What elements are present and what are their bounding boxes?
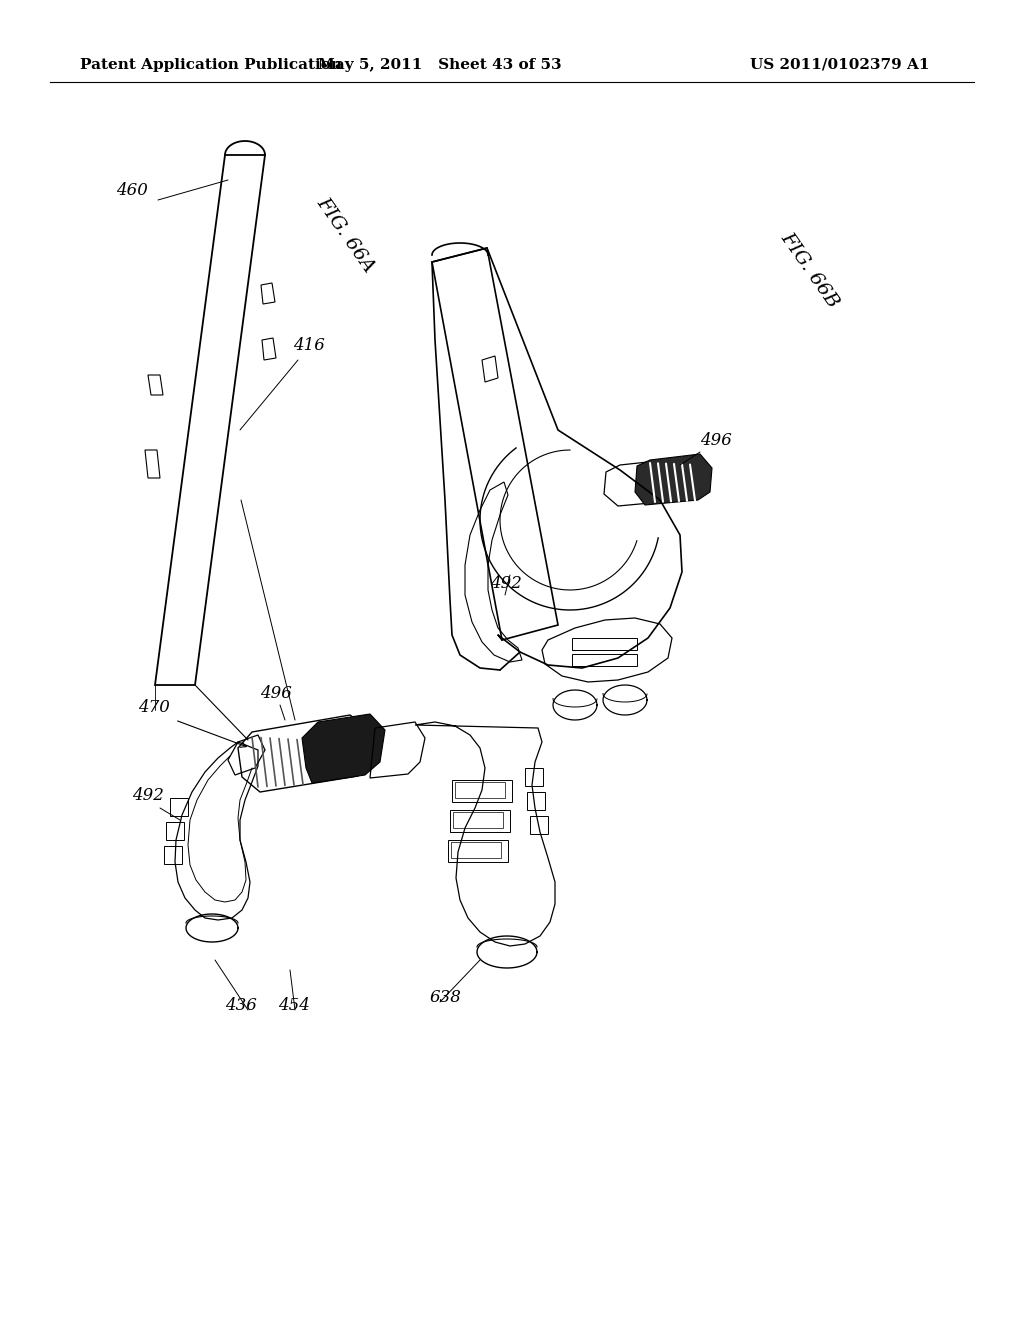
- Text: 436: 436: [225, 997, 257, 1014]
- Text: May 5, 2011   Sheet 43 of 53: May 5, 2011 Sheet 43 of 53: [318, 58, 562, 73]
- Text: 492: 492: [490, 576, 522, 591]
- Text: 416: 416: [293, 337, 325, 354]
- Text: 470: 470: [138, 700, 170, 715]
- Text: 638: 638: [430, 989, 462, 1006]
- Text: US 2011/0102379 A1: US 2011/0102379 A1: [751, 58, 930, 73]
- Text: Patent Application Publication: Patent Application Publication: [80, 58, 342, 73]
- Text: 460: 460: [116, 182, 148, 199]
- Polygon shape: [302, 714, 385, 783]
- Text: 496: 496: [700, 432, 732, 449]
- Text: 496: 496: [260, 685, 292, 702]
- Text: 492: 492: [132, 787, 164, 804]
- Text: FIG. 66A: FIG. 66A: [312, 194, 378, 276]
- Polygon shape: [635, 454, 712, 506]
- Text: 454: 454: [278, 997, 310, 1014]
- Text: FIG. 66B: FIG. 66B: [777, 228, 843, 312]
